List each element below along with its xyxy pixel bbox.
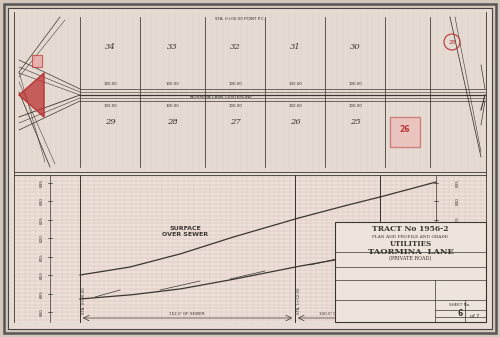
Text: UTILITIES: UTILITIES xyxy=(390,240,432,248)
Text: 28: 28 xyxy=(166,118,177,126)
Text: 25: 25 xyxy=(350,118,360,126)
Text: 31: 31 xyxy=(290,43,300,51)
Text: 815: 815 xyxy=(456,253,460,261)
Bar xyxy=(390,117,420,147)
Text: 100.00: 100.00 xyxy=(165,82,179,86)
Text: STA. 1+52.00: STA. 1+52.00 xyxy=(297,287,301,314)
Text: STA. 0+00.00: STA. 0+00.00 xyxy=(82,287,86,314)
Text: 26: 26 xyxy=(290,118,300,126)
Text: TRACT No 1956-2: TRACT No 1956-2 xyxy=(372,225,449,233)
Text: 33: 33 xyxy=(166,43,177,51)
Text: 805: 805 xyxy=(456,289,460,298)
Text: 100.00: 100.00 xyxy=(228,82,242,86)
Bar xyxy=(14,175,486,322)
Bar xyxy=(32,55,42,67)
Text: 100.0' OF SEWER: 100.0' OF SEWER xyxy=(319,312,355,316)
Text: 100.00: 100.00 xyxy=(103,104,117,108)
Text: 100.00: 100.00 xyxy=(228,104,242,108)
Text: OVER SEWER: OVER SEWER xyxy=(162,233,208,238)
Polygon shape xyxy=(19,73,44,117)
Text: 835: 835 xyxy=(456,179,460,187)
Text: 100.00: 100.00 xyxy=(103,82,117,86)
Text: 810: 810 xyxy=(456,271,460,279)
Text: 835: 835 xyxy=(40,179,44,187)
Text: 100.00: 100.00 xyxy=(348,104,362,108)
Text: 6: 6 xyxy=(458,309,462,318)
Text: 28: 28 xyxy=(448,39,456,44)
Text: 810: 810 xyxy=(40,271,44,279)
Text: 100.00: 100.00 xyxy=(288,82,302,86)
Text: STA. 2+52.00: STA. 2+52.00 xyxy=(382,287,386,314)
Text: 34: 34 xyxy=(104,43,116,51)
Text: 820: 820 xyxy=(456,234,460,242)
Text: 820: 820 xyxy=(40,234,44,242)
Text: 800: 800 xyxy=(40,308,44,316)
Text: 805: 805 xyxy=(40,289,44,298)
Text: 825: 825 xyxy=(40,216,44,224)
Text: TAORMINA LANE CENTERLINE: TAORMINA LANE CENTERLINE xyxy=(188,95,252,99)
Text: 152.0' OF SEWER: 152.0' OF SEWER xyxy=(169,312,205,316)
Text: 100.00: 100.00 xyxy=(165,104,179,108)
Text: PLAN AND PROFILE AND GRADE: PLAN AND PROFILE AND GRADE xyxy=(372,235,448,239)
Text: 26: 26 xyxy=(400,125,410,134)
Text: SHEET No.: SHEET No. xyxy=(450,303,470,307)
Text: 27: 27 xyxy=(230,118,240,126)
Text: SURFACE: SURFACE xyxy=(169,226,201,232)
Text: 815: 815 xyxy=(40,253,44,261)
Text: (PRIVATE ROAD): (PRIVATE ROAD) xyxy=(390,256,432,262)
Text: 825: 825 xyxy=(456,216,460,224)
Text: STA. 0+00.00 POINT P.C.: STA. 0+00.00 POINT P.C. xyxy=(215,17,265,21)
Text: 100.00: 100.00 xyxy=(348,82,362,86)
Bar xyxy=(335,222,486,322)
Text: 32: 32 xyxy=(230,43,240,51)
Text: 830: 830 xyxy=(40,197,44,205)
Text: 100.00: 100.00 xyxy=(288,104,302,108)
Text: 29: 29 xyxy=(104,118,116,126)
Text: 800: 800 xyxy=(456,308,460,316)
Bar xyxy=(14,12,486,172)
Text: TAORMINA  LANE: TAORMINA LANE xyxy=(368,248,454,256)
Text: of 7: of 7 xyxy=(470,314,480,319)
Text: 830: 830 xyxy=(456,197,460,205)
Text: 30: 30 xyxy=(350,43,360,51)
